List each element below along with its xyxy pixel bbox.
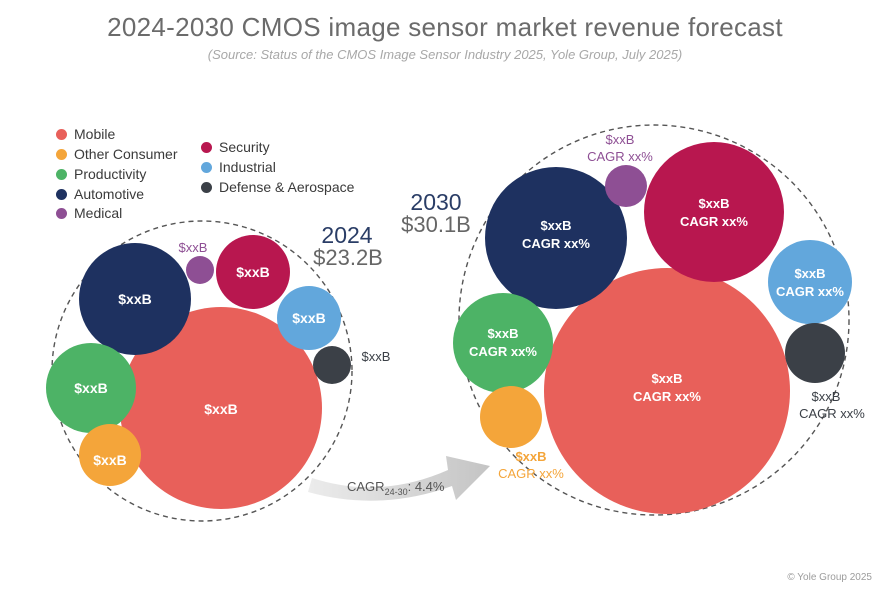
label-2024-mobile: $xxB (204, 401, 237, 417)
year-2024: 2024 (321, 222, 373, 248)
legend-swatch (56, 128, 67, 140)
bubble-2030-productivity (453, 293, 553, 393)
legend-label: Automotive (74, 186, 145, 202)
arrow-cagr-prefix: CAGR (347, 479, 385, 494)
legend-item-productivity: Productivity (56, 166, 146, 182)
cagr-2030-mobile: CAGR xx% (633, 389, 701, 404)
bubble-2030-defense (785, 323, 845, 383)
label-2024-other-consumer: $xxB (93, 452, 126, 468)
legend-swatch (56, 188, 67, 200)
year-2030: 2030 (410, 189, 462, 215)
legend-item-other-consumer: Other Consumer (56, 146, 177, 162)
bubble-2024-security (216, 235, 290, 309)
total-2030: $30.1B (401, 212, 471, 237)
bubble-2024-medical (186, 256, 214, 284)
cagr-2030-medical: CAGR xx% (587, 149, 653, 164)
total-2024: $23.2B (313, 245, 383, 270)
legend-item-security: Security (201, 139, 270, 155)
bubble-2030-other-consumer (480, 386, 542, 448)
label-2024-productivity: $xxB (74, 380, 107, 396)
legend-item-medical: Medical (56, 205, 122, 221)
label-2030-mobile: $xxB (651, 371, 682, 386)
label-2030-other-consumer: $xxB (515, 449, 546, 464)
legend-item-automotive: Automotive (56, 186, 144, 202)
label-2030-productivity: $xxB (487, 326, 518, 341)
bubble-2024-productivity (46, 343, 136, 433)
cagr-2030-other-consumer: CAGR xx% (498, 466, 564, 481)
label-2030-security: $xxB (698, 196, 729, 211)
legend-label: Productivity (74, 166, 147, 182)
label-2024-defense: $xxB (362, 349, 391, 364)
cagr-2030-industrial: CAGR xx% (776, 284, 844, 299)
legend-item-defense: Defense & Aerospace (201, 179, 354, 195)
arrow-cagr-sub: 24-30 (385, 487, 408, 497)
label-2030-defense: $xxB (812, 389, 841, 404)
legend-label: Industrial (219, 159, 276, 175)
label-2024-security: $xxB (236, 264, 269, 280)
legend-label: Mobile (74, 126, 116, 142)
bubble-2030-automotive (485, 167, 627, 309)
bubble-2024-other-consumer (79, 424, 141, 486)
legend-swatch (56, 148, 67, 160)
bubble-2024-defense (313, 346, 351, 384)
bubble-2024-mobile (120, 307, 322, 509)
label-2024-industrial: $xxB (292, 310, 325, 326)
bubble-2024-automotive (79, 243, 191, 355)
legend-swatch (201, 181, 212, 193)
chart-title: 2024-2030 CMOS image sensor market reven… (107, 12, 783, 42)
legend-swatch (201, 161, 212, 173)
arrow-cagr-label: CAGR24-30: 4.4% (347, 479, 445, 497)
bubble-2030-industrial (768, 240, 852, 324)
legend-item-mobile: Mobile (56, 126, 115, 142)
label-2030-medical: $xxB (606, 132, 635, 147)
legend-swatch (201, 141, 212, 153)
group-2024: $xxB $xxB $xxB $xxB $xxB $xxB $xxB $xxB (46, 220, 391, 522)
cagr-2030-productivity: CAGR xx% (469, 344, 537, 359)
label-2030-automotive: $xxB (540, 218, 571, 233)
legend-swatch (56, 207, 67, 219)
label-2030-industrial: $xxB (794, 266, 825, 281)
legend-label: Security (219, 139, 270, 155)
legend-label: Medical (74, 205, 123, 221)
cagr-2030-defense: CAGR xx% (799, 406, 865, 421)
legend-swatch (56, 168, 67, 180)
legend-label: Other Consumer (74, 146, 178, 162)
chart-subtitle: (Source: Status of the CMOS Image Sensor… (207, 47, 683, 62)
bubble-2030-mobile (544, 268, 790, 514)
group-2030: $xxB CAGR xx% $xxB CAGR xx% $xxB CAGR xx… (453, 124, 865, 516)
label-2024-medical: $xxB (179, 240, 208, 255)
bubble-2030-security (644, 142, 784, 282)
arrow-cagr-suffix: : 4.4% (408, 479, 445, 494)
bubble-2030-medical (605, 165, 647, 207)
growth-arrow (308, 456, 490, 501)
label-2024-automotive: $xxB (118, 291, 151, 307)
cagr-2030-security: CAGR xx% (680, 214, 748, 229)
cagr-2030-automotive: CAGR xx% (522, 236, 590, 251)
bubble-2024-industrial (277, 286, 341, 350)
legend-item-industrial: Industrial (201, 159, 276, 175)
legend-label: Defense & Aerospace (219, 179, 355, 195)
copyright: © Yole Group 2025 (787, 572, 872, 583)
